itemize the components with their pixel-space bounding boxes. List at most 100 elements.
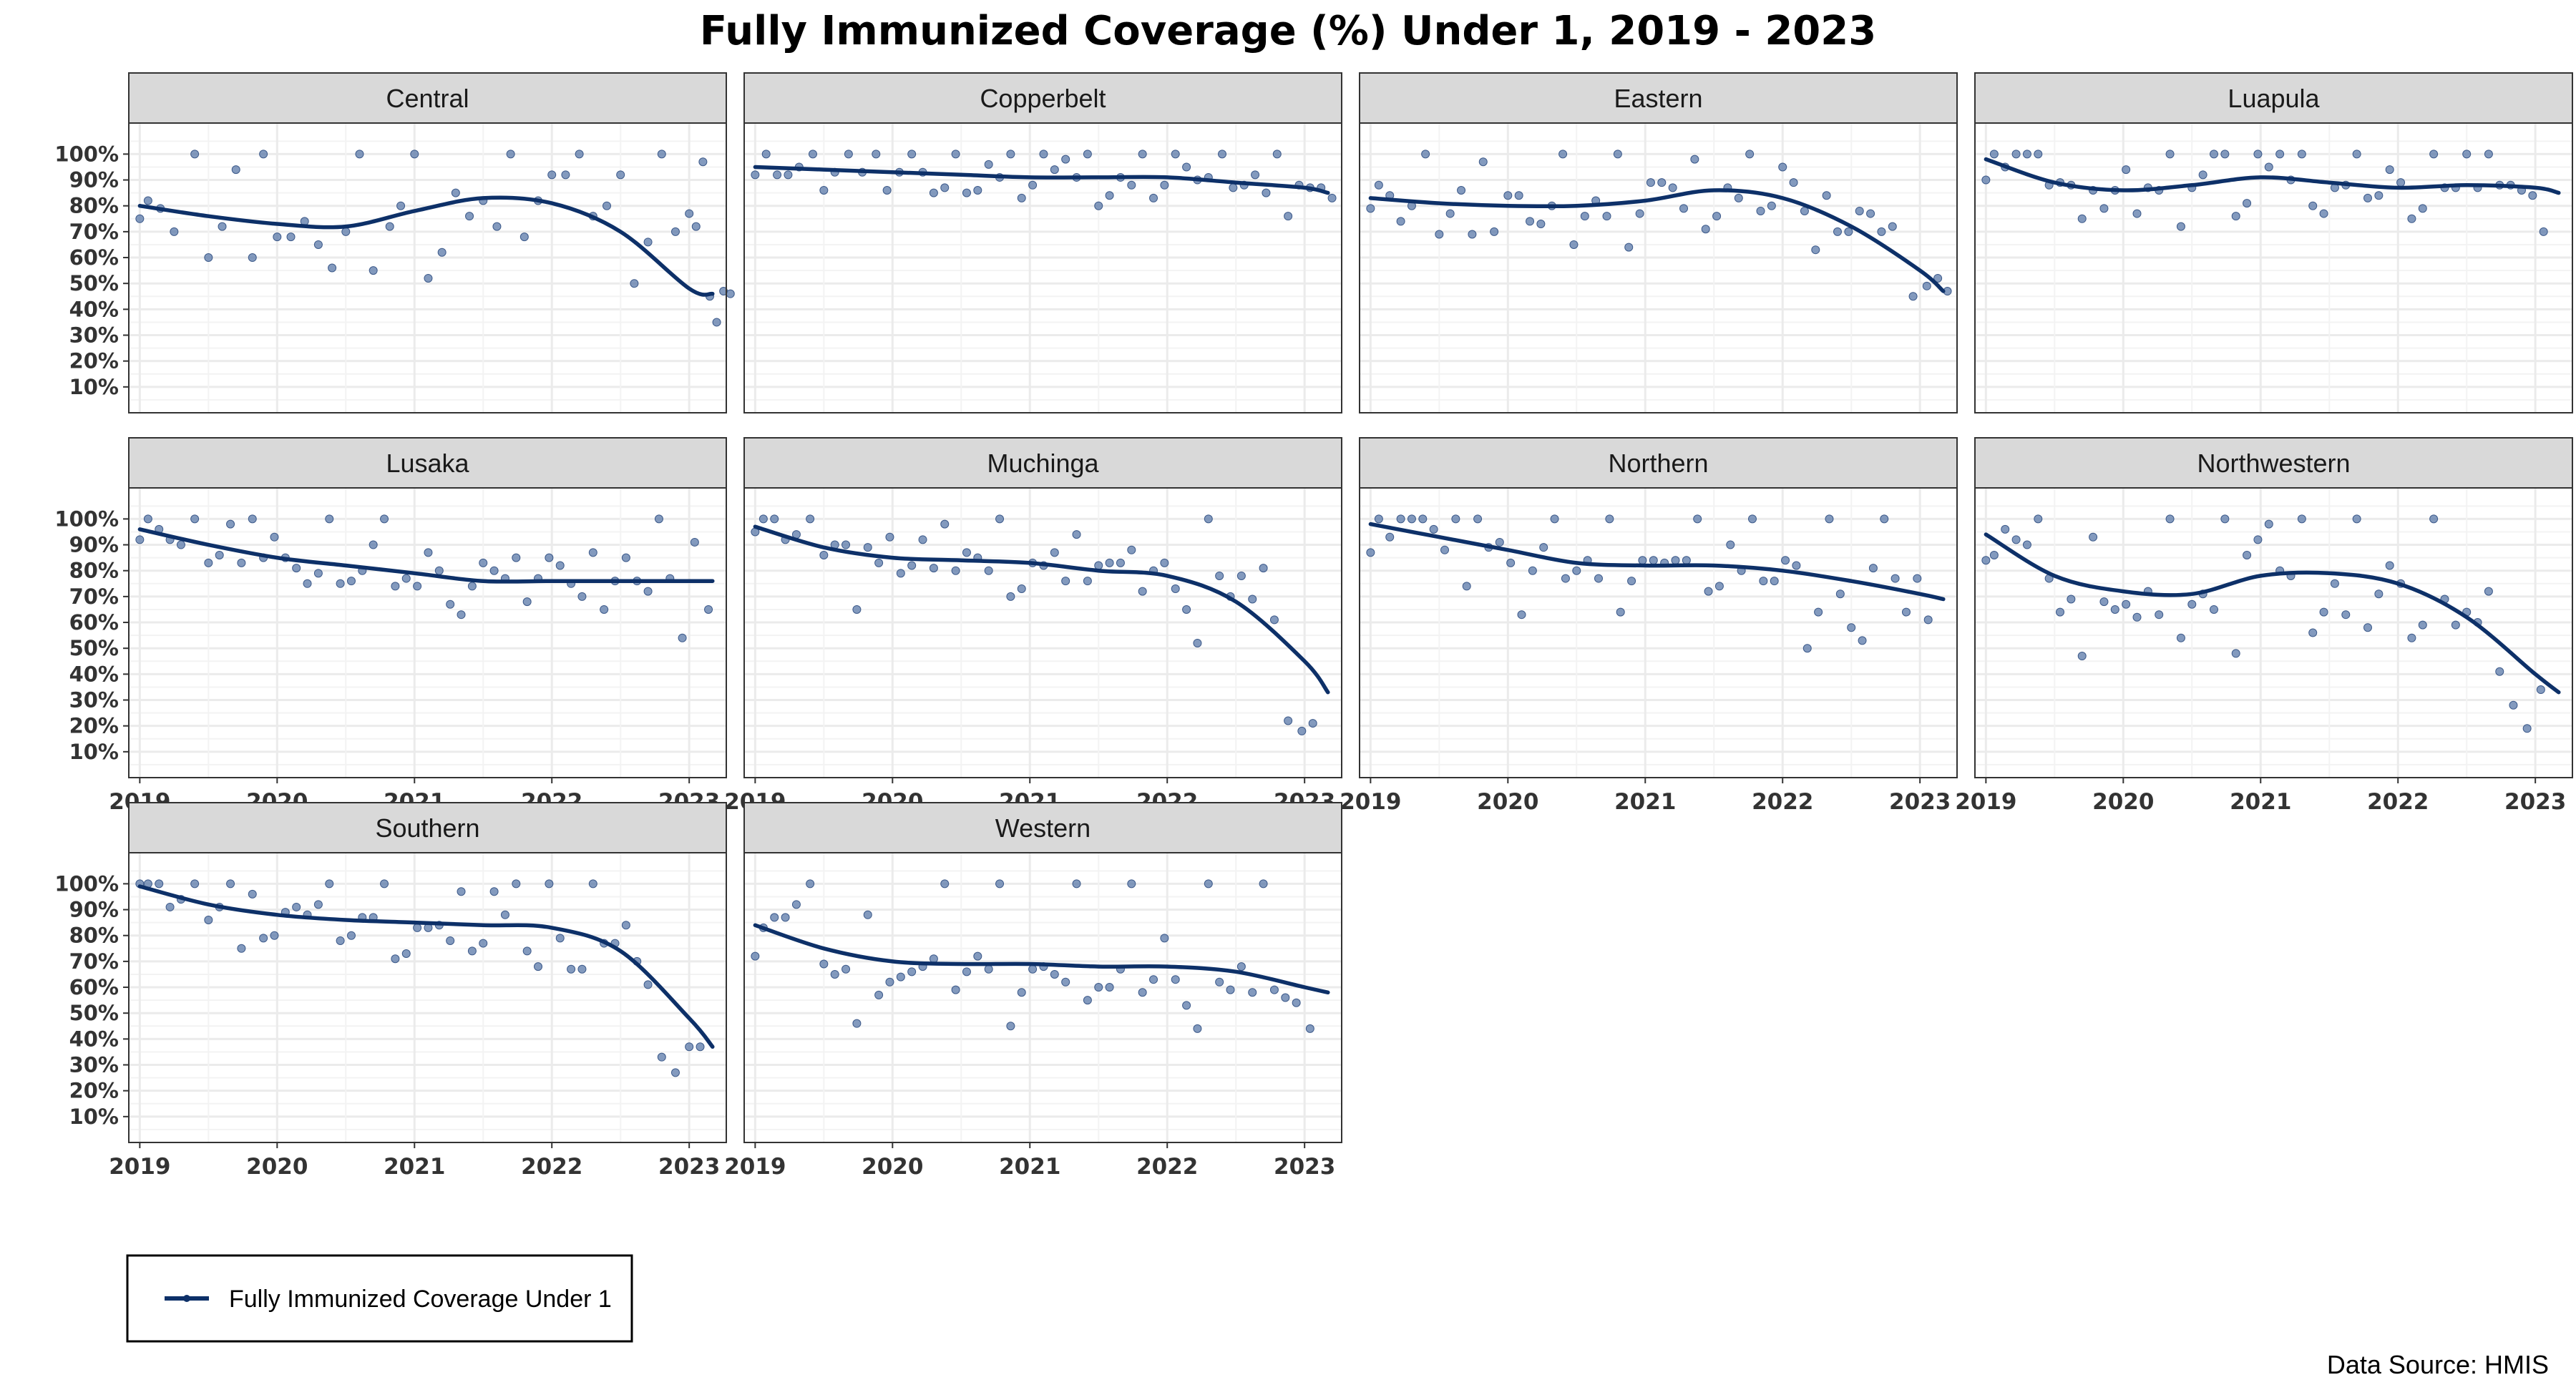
panel-strip-central [128,72,727,124]
data-point [630,279,639,288]
data-point [1594,574,1603,583]
data-point [1171,150,1180,159]
data-point [1028,964,1038,974]
data-point [940,519,950,529]
x-tick-label: 2019 [1955,789,2016,815]
data-point [1039,150,1048,159]
data-point [1284,716,1293,725]
data-point [2253,150,2263,159]
data-point [2385,561,2394,570]
y-tick-label: 40% [69,662,119,686]
data-point [1923,615,1933,625]
panel-title-muchinga: Muchinga [987,449,1099,478]
x-tick-label: 2021 [384,1154,445,1180]
data-point [391,582,400,591]
x-tick-label: 2023 [1274,1154,1335,1180]
data-point [401,574,411,583]
data-point [1385,532,1395,542]
panel-title-northwestern: Northwestern [2197,449,2350,478]
data-point [907,967,917,976]
data-point [1933,273,1943,283]
panel-border [128,122,727,413]
data-point [770,514,779,524]
panel-border [1974,487,2573,778]
y-tick-label: 40% [69,1027,119,1051]
data-point [1259,564,1268,573]
panel-plot-bg-western [744,853,1342,1142]
data-point [995,879,1005,889]
data-point [1866,209,1875,218]
data-point [204,916,213,925]
data-point [984,160,993,169]
data-point [1858,636,1867,645]
data-point [577,592,587,601]
data-point [2110,604,2119,614]
data-point [1269,985,1279,994]
data-point [1679,204,1689,213]
data-point [896,972,905,982]
data-point [446,599,455,609]
data-point [819,959,829,969]
data-point [215,551,224,560]
data-point [135,535,145,544]
data-point [1526,217,1535,226]
data-point [852,1019,862,1028]
chart-title: Fully Immunized Coverage (%) Under 1, 20… [700,8,1876,54]
data-point [446,936,455,945]
data-point [806,879,815,889]
data-point [1457,186,1466,195]
data-point [1613,150,1622,159]
data-point [1440,545,1450,554]
data-point [135,214,145,223]
data-point [457,610,466,620]
data-point [643,238,653,247]
data-point [2176,222,2185,231]
data-point [1682,556,1691,565]
data-point [2352,514,2361,524]
data-point [248,514,257,524]
data-point [2122,599,2131,609]
y-tick-label: 70% [69,584,119,609]
x-tick-label: 2019 [1340,789,1401,815]
panel-northern: Northern 2019 2020 2021 2022 2023 [1340,437,1958,815]
data-point [1226,985,1235,994]
data-point [1259,879,1268,889]
data-point [413,582,422,591]
data-point [1888,222,1897,231]
x-tick-label: 2021 [1614,789,1676,815]
data-point [1272,150,1282,159]
data-point [2341,610,2351,620]
trend-line-lusaka [137,527,715,584]
data-point [2165,150,2175,159]
data-point [1572,566,1581,575]
data-point [1050,165,1059,175]
data-point [547,170,557,180]
data-point [758,514,768,524]
data-point [1473,514,1483,524]
data-point [2308,628,2318,637]
data-point [303,579,312,588]
data-point [704,604,713,614]
panel-luapula: Luapula [1974,72,2573,413]
data-point [1747,514,1757,524]
data-point [1138,587,1147,596]
data-point [2363,623,2372,632]
y-tick-label: 50% [69,1001,119,1025]
y-tick-label: 80% [69,194,119,218]
data-point [2374,589,2384,599]
data-point [995,514,1005,524]
data-point [2099,597,2109,607]
data-point [784,170,793,180]
x-tick-label: 2023 [658,1154,720,1180]
data-point [929,954,938,964]
data-point [1284,212,1293,221]
data-point [863,910,872,919]
data-point [1981,556,1991,565]
panel-lusaka: Lusaka10%20%30%40%50%60%70%80%90%100%201… [54,437,727,815]
data-point [1105,983,1114,992]
data-point [1050,548,1059,557]
data-point [2308,201,2318,210]
data-point [2187,599,2197,609]
data-point [1671,556,1680,565]
data-point [962,188,971,197]
